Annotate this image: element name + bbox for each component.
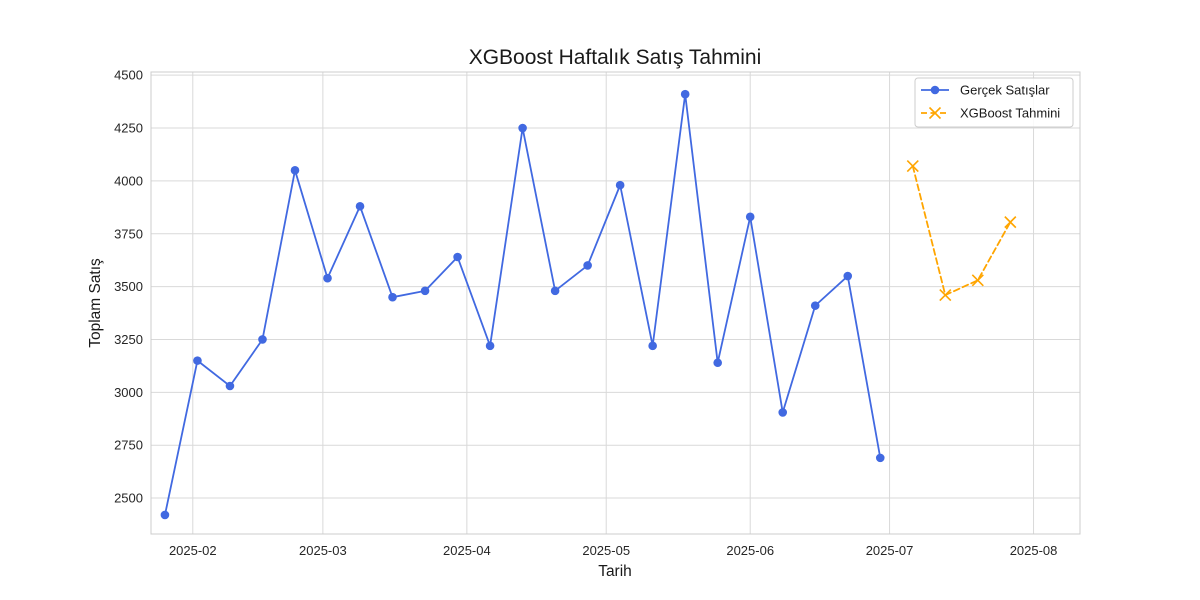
data-point: [680, 89, 690, 99]
grid: [151, 72, 1080, 534]
data-point: [420, 286, 430, 296]
data-point: [355, 201, 365, 211]
data-point: [939, 289, 952, 302]
data-point: [485, 341, 495, 351]
legend-marker: [928, 106, 942, 120]
data-point: [518, 123, 527, 133]
tick-labels: 2500 2750 3000 3250 3500 3750 4000 4250 4500 2025…: [114, 68, 1057, 558]
x-tick-label: 2025-03: [299, 543, 347, 558]
data-point: [550, 286, 560, 296]
data-point: [745, 212, 755, 222]
plot-area-frame: [150, 71, 1081, 535]
data-point: [875, 453, 885, 463]
legend-label: Gerçek Satışlar: [960, 83, 1050, 98]
y-tick-label: 3750: [114, 226, 143, 241]
data-point: [810, 301, 820, 310]
legend-label: XGBoost Tahmini: [960, 106, 1060, 121]
x-tick-label: 2025-06: [726, 543, 774, 558]
data-point: [713, 358, 722, 368]
y-tick-label: 4250: [114, 121, 143, 136]
y-tick-label: 3500: [114, 279, 143, 294]
data-point: [453, 252, 462, 262]
x-tick-label: 2025-07: [866, 543, 914, 558]
x-axis-title: Tarih: [598, 563, 632, 580]
data-point: [290, 166, 300, 175]
data-point: [971, 274, 984, 287]
series-2: [906, 160, 1017, 302]
data-point: [1004, 216, 1017, 229]
x-tick-label: 2025-08: [1010, 543, 1058, 558]
data-point: [778, 408, 788, 417]
data-point: [323, 273, 332, 283]
legend-item: Gerçek Satışlar: [921, 83, 1050, 98]
legend-marker: [930, 85, 940, 95]
data-point: [906, 160, 919, 173]
y-tick-label: 4000: [114, 173, 143, 188]
legend: Gerçek Satışlar XGBoost Tahmini: [914, 77, 1074, 128]
x-tick-label: 2025-04: [443, 543, 491, 558]
series-line: [911, 165, 1012, 296]
data-point: [225, 381, 235, 391]
data-point: [615, 180, 625, 190]
chart-title: XGBoost Haftalık Satış Tahmini: [469, 46, 762, 69]
y-tick-label: 4500: [114, 68, 143, 83]
data-point: [843, 271, 853, 281]
series-layer: [160, 89, 1017, 520]
data-point: [583, 261, 592, 270]
data-point: [648, 341, 657, 351]
y-axis-title: Toplam Satış: [87, 258, 104, 348]
x-tick-label: 2025-05: [582, 543, 630, 558]
data-point: [193, 356, 202, 365]
x-tick-label: 2025-02: [169, 543, 217, 558]
y-tick-label: 3000: [114, 385, 143, 400]
data-point: [388, 292, 397, 302]
data-point: [160, 510, 170, 520]
legend-item: XGBoost Tahmini: [921, 106, 1060, 121]
series-1: [160, 89, 885, 520]
legend-box: [914, 77, 1074, 128]
y-tick-label: 2500: [114, 491, 143, 506]
y-tick-label: 2750: [114, 438, 143, 453]
y-tick-label: 3250: [114, 332, 143, 347]
data-point: [258, 335, 267, 344]
